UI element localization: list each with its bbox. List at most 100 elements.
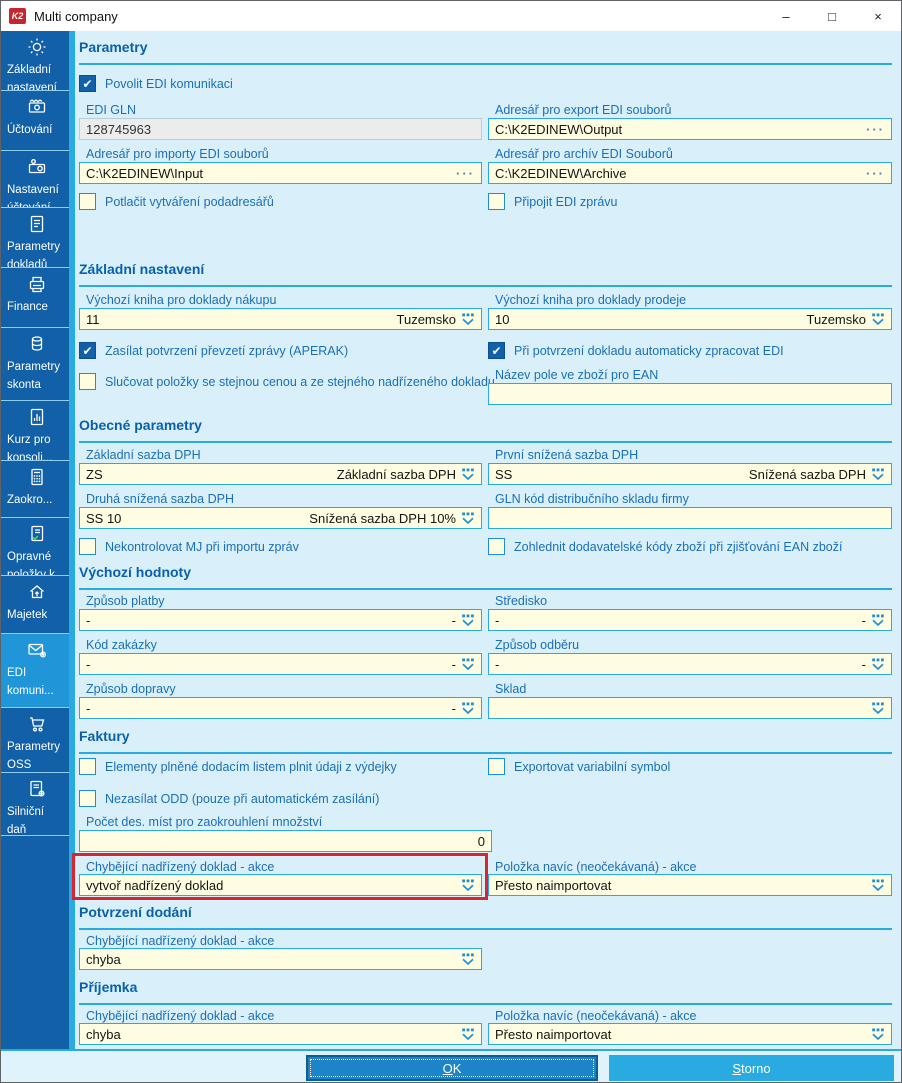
dropdown-icon[interactable] — [871, 468, 885, 481]
sidebar-item-nastaveni-uctovani-dph[interactable]: Nastavení účtování DPH — [1, 151, 69, 208]
zpusob-dopravy-combo[interactable]: - - — [79, 697, 482, 719]
nezasilat-odd-checkbox[interactable] — [79, 790, 96, 807]
druha-snizena-combo[interactable]: SS 10 Snížená sazba DPH 10% — [79, 507, 482, 529]
zohlednit-checkbox[interactable] — [488, 538, 505, 555]
zpusob-odberu-combo[interactable]: - - — [488, 653, 892, 675]
nekontrolovat-checkbox[interactable] — [79, 538, 96, 555]
ok-button[interactable]: OK — [306, 1055, 598, 1081]
gln-sklad-label: GLN kód distribučního skladu firmy — [495, 492, 689, 506]
sklad-combo[interactable] — [488, 697, 892, 719]
zpusob-platby-combo[interactable]: - - — [79, 609, 482, 631]
slucovat-checkbox[interactable] — [79, 373, 96, 390]
prijemka-chybejici-combo[interactable]: chyba — [79, 1023, 482, 1045]
dropdown-icon[interactable] — [871, 1028, 885, 1041]
dropdown-icon[interactable] — [871, 313, 885, 326]
sidebar-item-kurz-pro-konsolidaci[interactable]: Kurz pro konsoli... — [1, 401, 69, 461]
sidebar-item-opravne-polozky[interactable]: Opravné položky k pohled... — [1, 518, 69, 576]
maximize-button[interactable]: □ — [828, 8, 836, 24]
storno-button[interactable]: Storno — [609, 1055, 894, 1081]
edi-gln-label: EDI GLN — [86, 103, 137, 117]
import-dir-field[interactable]: ··· — [79, 162, 482, 184]
dropdown-icon[interactable] — [461, 468, 475, 481]
dropdown-icon[interactable] — [871, 658, 885, 671]
archive-dir-label: Adresář pro archív EDI Souborů — [495, 147, 673, 161]
browse-button[interactable]: ··· — [866, 165, 885, 181]
checkbox-row-povolit-edi: Povolit EDI komunikaci — [79, 75, 233, 92]
auto-edi-checkbox[interactable] — [488, 342, 505, 359]
zpusob-platby-label: Způsob platby — [86, 594, 165, 608]
pocet-mist-field[interactable] — [79, 830, 492, 852]
kniha-nakup-combo[interactable]: 11 Tuzemsko — [79, 308, 482, 330]
sidebar: Základní nastavení Účtování Nastavení úč… — [1, 31, 69, 1049]
sidebar-item-silnicni-dan[interactable]: Silniční daň — [1, 773, 69, 836]
prvni-snizena-combo[interactable]: SS Snížená sazba DPH — [488, 463, 892, 485]
archive-dir-input[interactable] — [495, 165, 866, 181]
checkbox-row-auto-edi: Při potvrzení dokladu automaticky zpraco… — [488, 342, 784, 359]
checkbox-label: Slučovat položky se stejnou cenou a ze s… — [105, 374, 495, 389]
povolit-edi-checkbox[interactable] — [79, 75, 96, 92]
section-divider — [79, 63, 892, 65]
section-title-obecne: Obecné parametry — [79, 417, 202, 433]
zakladni-sazba-label: Základní sazba DPH — [86, 448, 201, 462]
sidebar-item-majetek[interactable]: Majetek — [1, 576, 69, 634]
export-dir-field[interactable]: ··· — [488, 118, 892, 140]
gln-sklad-input[interactable] — [495, 510, 885, 526]
aperak-checkbox[interactable] — [79, 342, 96, 359]
minimize-button[interactable]: – — [782, 8, 790, 24]
exportovat-vs-checkbox[interactable] — [488, 758, 505, 775]
dropdown-icon[interactable] — [461, 512, 475, 525]
combo-value: - — [86, 656, 91, 672]
zakladni-sazba-combo[interactable]: ZS Základní sazba DPH — [79, 463, 482, 485]
ean-pole-input[interactable] — [495, 386, 885, 402]
combo-value: chyba — [86, 951, 121, 967]
sidebar-item-parametry-oss[interactable]: Parametry OSS — [1, 708, 69, 773]
archive-dir-field[interactable]: ··· — [488, 162, 892, 184]
sidebar-item-parametry-dokladu[interactable]: Parametry dokladů samov... — [1, 208, 69, 268]
dropdown-icon[interactable] — [461, 953, 475, 966]
combo-value: chyba — [86, 1026, 121, 1042]
export-dir-input[interactable] — [495, 121, 866, 137]
k2-logo-icon: K2 — [9, 8, 26, 24]
combo-value: - — [495, 656, 500, 672]
chybejici-doklad-combo[interactable]: vytvoř nadřízený doklad — [79, 874, 482, 896]
close-button[interactable]: × — [874, 8, 882, 24]
kod-zakazky-combo[interactable]: - - — [79, 653, 482, 675]
sidebar-item-edi-komunikace[interactable]: EDI komuni... — [1, 634, 69, 708]
pocet-mist-label: Počet des. míst pro zaokrouhlení množstv… — [86, 815, 323, 829]
section-title-prijemka: Příjemka — [79, 979, 138, 995]
sidebar-item-zakladni-nastaveni[interactable]: Základní nastavení — [1, 31, 69, 91]
dropdown-icon[interactable] — [461, 1028, 475, 1041]
sidebar-item-parametry-skonta[interactable]: Parametry skonta — [1, 328, 69, 401]
section-divider — [79, 928, 892, 930]
dropdown-icon[interactable] — [461, 313, 475, 326]
ean-pole-field[interactable] — [488, 383, 892, 405]
dropdown-icon[interactable] — [461, 658, 475, 671]
sidebar-item-zaokrouhleni[interactable]: Zaokro... — [1, 461, 69, 518]
browse-button[interactable]: ··· — [456, 165, 475, 181]
gln-sklad-field[interactable] — [488, 507, 892, 529]
sidebar-item-uctovani[interactable]: Účtování — [1, 91, 69, 151]
polozka-navic-combo[interactable]: Přesto naimportovat — [488, 874, 892, 896]
chybejici-doklad-label: Chybějící nadřízený doklad - akce — [86, 860, 275, 874]
pocet-mist-input[interactable] — [86, 833, 485, 849]
sidebar-item-label: Silniční daň — [7, 806, 45, 836]
browse-button[interactable]: ··· — [866, 121, 885, 137]
prijemka-polozka-combo[interactable]: Přesto naimportovat — [488, 1023, 892, 1045]
section-title-parametry: Parametry — [79, 39, 148, 55]
ok-button-label: OK — [442, 1060, 462, 1076]
elementy-checkbox[interactable] — [79, 758, 96, 775]
pripojit-checkbox[interactable] — [488, 193, 505, 210]
potvrzeni-chybejici-combo[interactable]: chyba — [79, 948, 482, 970]
potlacit-checkbox[interactable] — [79, 193, 96, 210]
kniha-prodej-combo[interactable]: 10 Tuzemsko — [488, 308, 892, 330]
dropdown-icon[interactable] — [871, 879, 885, 892]
combo-hint: Tuzemsko — [806, 311, 866, 327]
sidebar-item-finance[interactable]: Finance — [1, 268, 69, 328]
dropdown-icon[interactable] — [461, 702, 475, 715]
dropdown-icon[interactable] — [871, 702, 885, 715]
import-dir-input[interactable] — [86, 165, 456, 181]
stredisko-combo[interactable]: - - — [488, 609, 892, 631]
dropdown-icon[interactable] — [461, 614, 475, 627]
dropdown-icon[interactable] — [871, 614, 885, 627]
dropdown-icon[interactable] — [461, 879, 475, 892]
